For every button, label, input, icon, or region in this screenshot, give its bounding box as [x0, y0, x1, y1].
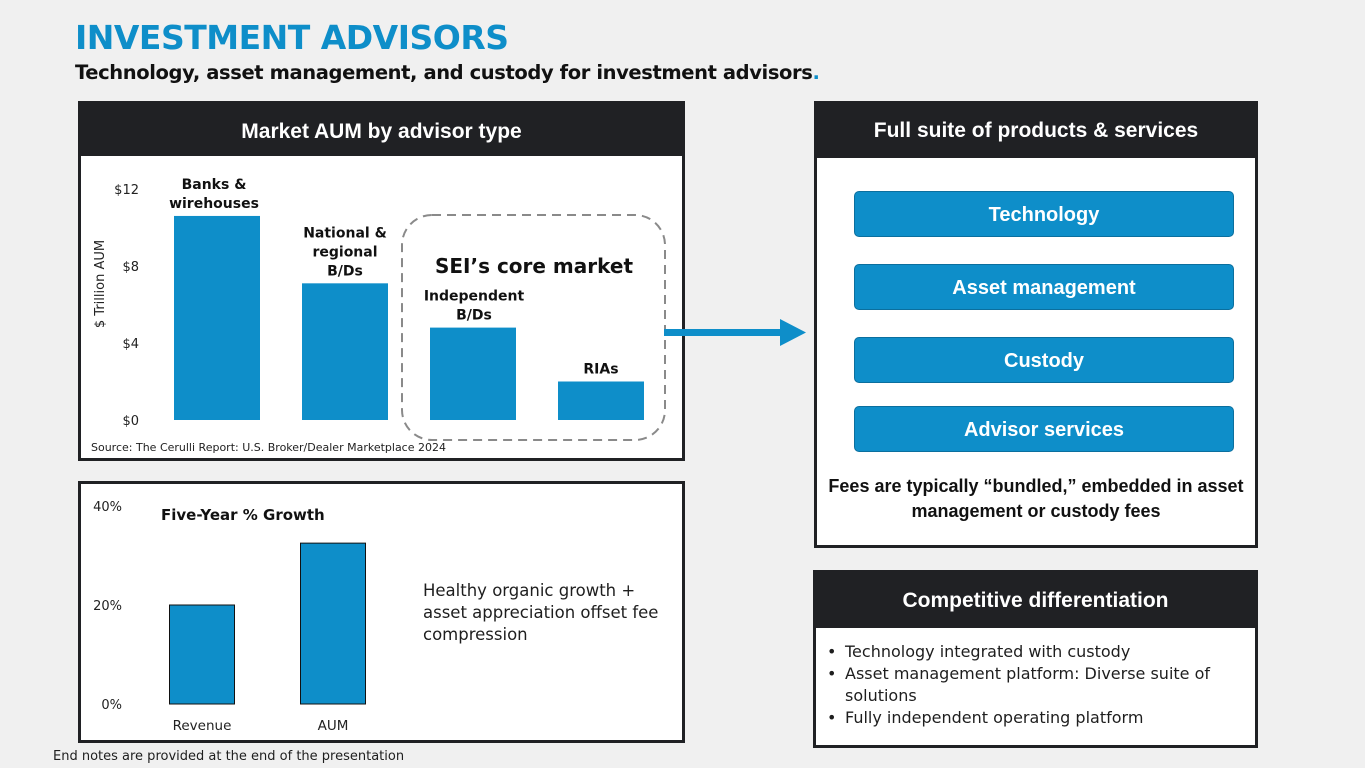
source-note: Source: The Cerulli Report: U.S. Broker/… — [91, 441, 446, 454]
subtitle-accent-dot: . — [812, 61, 820, 84]
service-asset-management-button[interactable]: Asset management — [854, 264, 1234, 310]
service-custody-button[interactable]: Custody — [854, 337, 1234, 383]
page-subtitle: Technology, asset management, and custod… — [75, 61, 820, 84]
differentiation-list: Technology integrated with custody Asset… — [825, 641, 1245, 729]
list-item: Fully independent operating platform — [825, 707, 1245, 729]
suite-panel-title: Full suite of products & services — [817, 104, 1255, 158]
fees-note: Fees are typically “bundled,” embedded i… — [828, 476, 1244, 521]
aum-panel-title: Market AUM by advisor type — [81, 104, 682, 156]
service-technology-button[interactable]: Technology — [854, 191, 1234, 237]
list-item: Asset management platform: Diverse suite… — [825, 663, 1245, 707]
arrow-right-icon — [664, 319, 806, 346]
service-advisor-services-button[interactable]: Advisor services — [854, 406, 1234, 452]
subtitle-text: Technology, asset management, and custod… — [75, 61, 813, 84]
suite-panel: Full suite of products & services — [814, 101, 1258, 548]
endnote: End notes are provided at the end of the… — [53, 749, 405, 764]
page-title: INVESTMENT ADVISORS — [75, 18, 509, 57]
aum-panel: Market AUM by advisor type — [78, 101, 685, 461]
growth-note: Healthy organic growth + asset appreciat… — [423, 581, 659, 644]
differentiation-panel-title: Competitive differentiation — [816, 573, 1255, 628]
list-item: Technology integrated with custody — [825, 641, 1245, 663]
